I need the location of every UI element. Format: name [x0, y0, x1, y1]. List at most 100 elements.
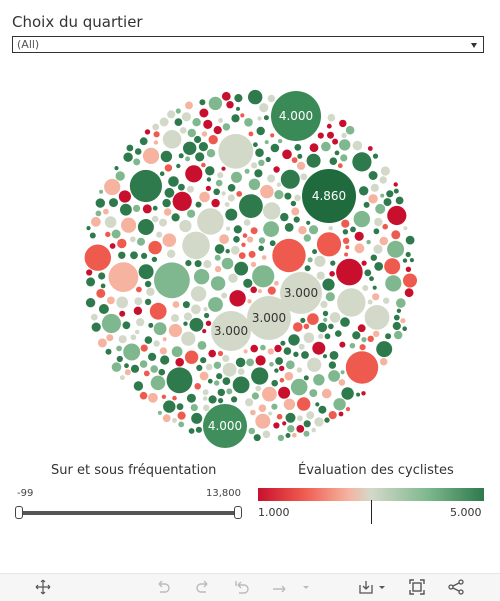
bubble[interactable] [171, 213, 180, 222]
bubble[interactable] [207, 378, 213, 384]
bubble[interactable] [222, 377, 231, 385]
bubble[interactable] [333, 398, 346, 411]
bubble[interactable] [174, 118, 183, 126]
bubble[interactable] [307, 313, 319, 325]
bubble[interactable] [250, 286, 257, 294]
bubble[interactable] [396, 308, 402, 313]
bubble[interactable] [250, 409, 256, 416]
bubble[interactable] [148, 322, 154, 328]
bubble[interactable] [327, 113, 336, 122]
bubble[interactable] [296, 367, 303, 373]
bubble[interactable] [404, 288, 414, 298]
bubble[interactable] [167, 110, 176, 119]
bubble[interactable] [372, 293, 380, 301]
bubble[interactable] [134, 297, 143, 306]
bubble[interactable] [322, 310, 329, 317]
bubble[interactable] [314, 255, 326, 267]
bubble-cluster[interactable] [84, 89, 417, 442]
bubble[interactable] [292, 432, 297, 438]
bubble[interactable] [197, 208, 224, 235]
bubble[interactable] [342, 237, 350, 244]
bubble[interactable] [184, 350, 199, 364]
bubble[interactable] [242, 233, 248, 238]
bubble[interactable] [303, 430, 310, 437]
bubble[interactable] [244, 118, 253, 127]
bubble[interactable] [189, 317, 204, 332]
bubble[interactable] [321, 141, 331, 152]
bubble[interactable] [303, 332, 315, 344]
bubble[interactable] [298, 226, 307, 235]
bubble[interactable] [265, 156, 271, 163]
bubble[interactable] [116, 296, 129, 309]
bubble[interactable] [279, 365, 285, 372]
bubble[interactable] [354, 243, 365, 254]
bubble[interactable] [248, 131, 254, 137]
fullscreen-icon[interactable] [405, 574, 429, 601]
bubble[interactable] [153, 322, 167, 336]
bubble[interactable] [154, 262, 190, 299]
bubble[interactable] [111, 362, 122, 372]
chevron-down-icon[interactable] [471, 43, 477, 48]
bubble[interactable] [115, 171, 125, 181]
bubble[interactable] [121, 217, 137, 233]
bubble[interactable] [172, 191, 192, 211]
bubble[interactable] [387, 205, 407, 226]
bubble[interactable] [213, 361, 222, 369]
bubble[interactable] [338, 379, 346, 386]
bubble[interactable] [144, 298, 152, 306]
bubble[interactable] [217, 388, 225, 397]
bubble[interactable] [108, 262, 139, 292]
bubble[interactable] [380, 166, 390, 176]
bubble[interactable] [383, 198, 392, 207]
bubble[interactable] [277, 434, 285, 442]
bubble[interactable] [130, 251, 138, 260]
bubble[interactable] [224, 202, 230, 207]
bubble[interactable] [300, 173, 308, 181]
bubble[interactable] [244, 168, 250, 174]
bubble[interactable] [293, 322, 303, 332]
bubble[interactable] [393, 314, 400, 321]
bubble[interactable] [134, 148, 142, 155]
bubble[interactable] [245, 398, 254, 407]
bubble[interactable] [334, 150, 340, 156]
bubble[interactable] [369, 276, 374, 282]
bubble[interactable] [208, 297, 223, 312]
bubble[interactable] [229, 290, 246, 307]
bubble[interactable] [405, 251, 411, 258]
bubble[interactable] [210, 276, 226, 291]
bubble[interactable] [199, 371, 209, 381]
bubble[interactable] [231, 171, 242, 183]
bubble[interactable] [160, 355, 170, 365]
bubble[interactable] [183, 321, 188, 326]
bubble[interactable] [101, 313, 121, 334]
bubble[interactable] [149, 302, 167, 320]
bubble[interactable] [248, 89, 263, 105]
bubble[interactable] [86, 226, 91, 231]
bubble[interactable] [359, 344, 366, 351]
bubble[interactable] [217, 172, 224, 179]
bubble[interactable] [248, 427, 256, 435]
bubble[interactable] [192, 118, 201, 127]
bubble[interactable] [188, 428, 195, 434]
bubble[interactable] [309, 143, 319, 153]
bubble[interactable] [270, 133, 275, 138]
bubble[interactable] [405, 266, 412, 272]
bubble[interactable] [152, 205, 158, 211]
bubble[interactable] [367, 335, 374, 342]
bubble[interactable] [339, 341, 346, 348]
bubble[interactable] [119, 310, 126, 317]
bubble[interactable] [136, 318, 145, 327]
bubble[interactable] [206, 149, 216, 158]
bubble[interactable] [119, 375, 125, 381]
bubble[interactable] [205, 363, 213, 371]
bubble[interactable] [338, 411, 344, 417]
bubble[interactable] [396, 298, 406, 308]
bubble[interactable] [133, 158, 141, 166]
bubble[interactable] [133, 204, 141, 212]
bubble[interactable] [231, 114, 240, 123]
bubble[interactable] [251, 392, 259, 400]
bubble[interactable] [313, 374, 325, 386]
bubble[interactable] [190, 404, 198, 412]
bubble[interactable] [183, 141, 197, 155]
bubble[interactable] [183, 312, 192, 321]
